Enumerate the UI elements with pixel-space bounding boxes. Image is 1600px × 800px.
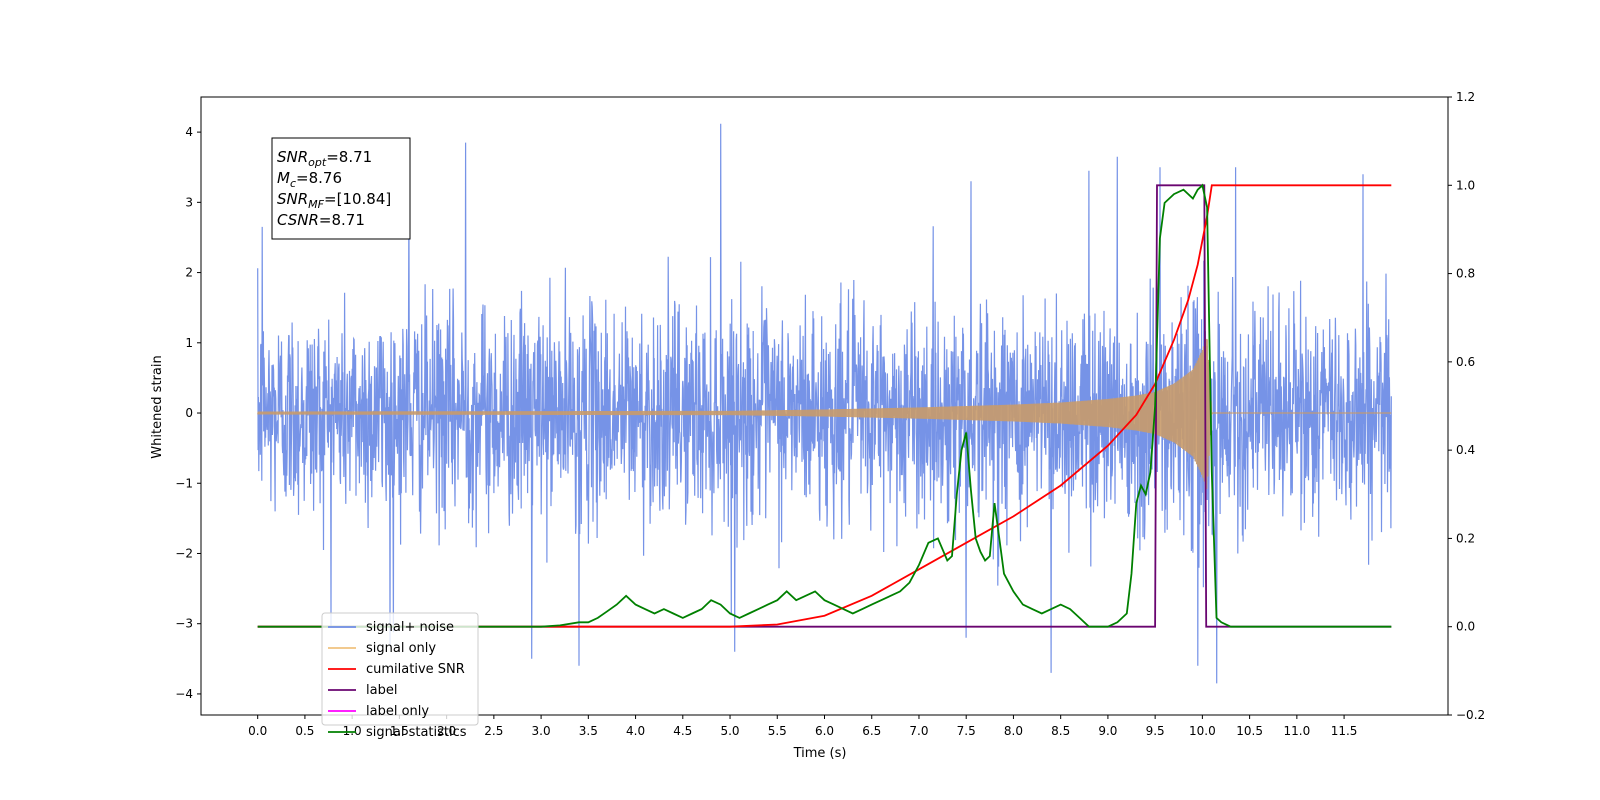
x-tick-label: 3.5 [579,724,598,738]
annotation-line: SNRopt=8.71 [277,148,372,169]
annotation-line: CSNR=8.71 [277,211,365,229]
y-tick-label: 0 [185,406,193,420]
y2-tick-label: 0.8 [1456,267,1475,281]
x-tick-label: 10.0 [1189,724,1216,738]
x-tick-label: 5.5 [768,724,787,738]
x-tick-label: 6.5 [862,724,881,738]
y-tick-label: −1 [175,476,193,490]
series-cumulative-snr [257,184,1392,628]
legend-label: signal statistics [366,725,467,740]
x-tick-label: 10.5 [1236,724,1263,738]
y2-tick-label: 0.2 [1456,531,1475,545]
y-tick-label: 1 [185,336,193,350]
legend: signal+ noise signal only cumilative SNR la… [321,612,479,740]
y-axis-left: −4 −3 −2 −1 0 1 2 3 4 [175,125,201,701]
x-tick-label: 5.0 [720,724,739,738]
x-tick-label: 11.0 [1283,724,1310,738]
x-tick-label: 3.0 [532,724,551,738]
x-tick-label: 2.5 [484,724,503,738]
annotation-line: Mc=8.76 [277,169,342,190]
x-tick-label: 1.5 [390,724,409,738]
y-axis-label: Whitened strain [150,355,165,458]
x-tick-label: 6.0 [815,724,834,738]
annotation-line: SNRMF=[10.84] [277,190,391,211]
y-tick-label: 2 [185,266,193,280]
x-tick-label: 2.0 [437,724,456,738]
x-tick-label: 9.5 [1146,724,1165,738]
x-tick-label: 7.5 [957,724,976,738]
legend-frame [321,612,479,726]
x-axis: 0.0 0.5 1.0 1.5 2.0 2.5 3.0 3.5 4.0 4.5 5.0 5.5 6.0 6… [248,715,1357,738]
x-tick-label: 0.5 [295,724,314,738]
y2-tick-label: 1.2 [1456,90,1475,104]
legend-label: cumilative SNR [366,662,465,677]
plot-area [257,123,1392,684]
x-tick-label: 8.0 [1004,724,1023,738]
y2-tick-label: 0.0 [1456,620,1475,634]
y-tick-label: −3 [175,617,193,631]
x-tick-label: 9.0 [1098,724,1117,738]
y2-tick-label: 1.0 [1456,178,1475,192]
x-tick-label: 0.0 [248,724,267,738]
x-axis-label: Time (s) [793,746,847,761]
x-tick-label: 4.0 [626,724,645,738]
x-tick-label: 11.5 [1331,724,1358,738]
annotation-frame [271,137,411,240]
y-tick-label: −2 [175,546,193,560]
x-tick-label: 1.0 [343,724,362,738]
x-tick-label: 7.0 [909,724,928,738]
y-axis-right: −0.2 0.0 0.2 0.4 0.6 0.8 1.0 1.2 [1448,90,1485,722]
y-tick-label: −4 [175,687,193,701]
legend-label: label only [366,704,429,719]
y2-tick-label: 0.6 [1456,355,1475,369]
y2-tick-label: −0.2 [1456,708,1485,722]
y-tick-label: 4 [185,125,193,139]
legend-label: signal+ noise [366,620,454,635]
series-signal-only [257,338,1392,490]
y2-tick-label: 0.4 [1456,443,1475,457]
x-tick-label: 4.5 [673,724,692,738]
legend-label: signal only [366,641,436,656]
x-tick-label: 8.5 [1051,724,1070,738]
y-tick-label: 3 [185,195,193,209]
series-signal-statistics [257,183,1392,628]
legend-label: label [366,683,397,698]
